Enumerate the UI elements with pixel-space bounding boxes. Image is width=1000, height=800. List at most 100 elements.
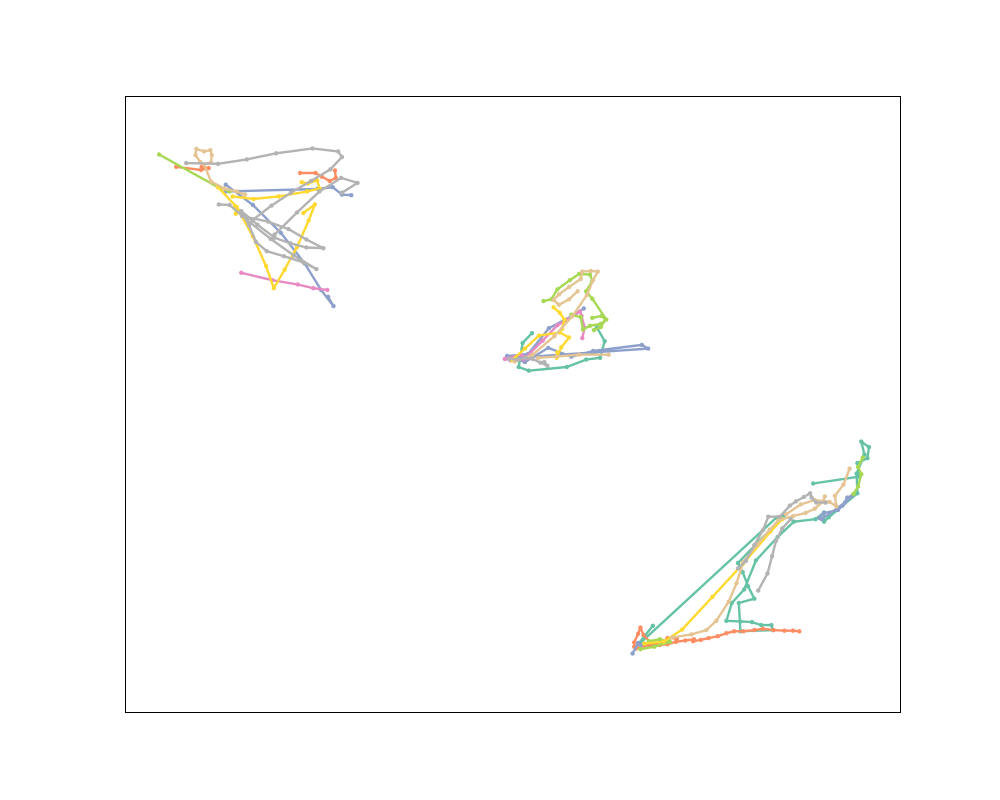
data-point xyxy=(769,554,775,559)
data-point xyxy=(841,482,846,487)
data-point xyxy=(239,270,244,275)
data-point xyxy=(321,246,326,251)
data-point xyxy=(809,495,814,500)
data-point xyxy=(597,355,603,360)
data-point xyxy=(690,639,696,644)
data-point xyxy=(317,189,322,194)
data-point xyxy=(567,278,572,283)
data-point xyxy=(239,213,245,219)
data-point xyxy=(639,342,645,348)
data-point xyxy=(312,202,318,207)
data-point xyxy=(710,594,715,599)
data-point xyxy=(645,346,651,351)
data-point xyxy=(738,619,743,624)
data-point xyxy=(314,266,319,272)
data-point xyxy=(578,314,583,320)
data-point xyxy=(847,466,852,471)
data-point xyxy=(255,222,260,227)
data-point xyxy=(308,178,314,184)
data-point xyxy=(540,338,545,343)
series-line xyxy=(784,467,851,516)
data-point xyxy=(250,202,256,208)
data-point xyxy=(584,292,590,298)
data-point xyxy=(855,484,861,489)
data-point xyxy=(599,313,604,319)
data-point xyxy=(680,627,685,632)
data-point xyxy=(536,333,542,338)
data-point xyxy=(859,439,864,444)
data-point xyxy=(578,276,583,282)
series-37 xyxy=(756,517,793,593)
data-point xyxy=(555,287,560,292)
data-point xyxy=(266,219,271,224)
data-point xyxy=(814,500,819,505)
data-point xyxy=(590,296,595,301)
data-point xyxy=(310,146,315,151)
data-point xyxy=(295,282,300,287)
data-point xyxy=(576,271,582,277)
data-point xyxy=(603,317,608,322)
data-point xyxy=(859,472,864,477)
data-point xyxy=(194,146,199,152)
series-line xyxy=(536,353,610,359)
data-point xyxy=(251,196,256,202)
data-point xyxy=(580,327,586,332)
data-point xyxy=(246,223,252,228)
series-34 xyxy=(272,175,360,237)
data-point xyxy=(555,350,560,355)
data-point xyxy=(760,626,765,631)
data-point xyxy=(244,157,249,162)
data-point xyxy=(724,618,729,623)
data-point xyxy=(269,203,274,208)
data-point xyxy=(349,193,354,198)
data-point xyxy=(253,239,259,245)
data-point xyxy=(215,161,221,166)
data-point xyxy=(630,651,635,656)
data-point xyxy=(551,297,556,303)
data-point xyxy=(661,639,666,644)
data-point xyxy=(502,356,507,362)
data-point xyxy=(788,517,793,522)
data-point xyxy=(276,194,281,199)
data-point xyxy=(767,527,772,532)
data-point xyxy=(865,456,870,461)
data-point xyxy=(860,455,865,460)
data-point xyxy=(291,253,297,258)
data-point xyxy=(272,235,277,240)
data-point xyxy=(332,168,338,173)
plot-area xyxy=(156,146,872,656)
data-point xyxy=(715,634,721,639)
data-point xyxy=(851,491,856,497)
data-point xyxy=(339,154,345,160)
data-point xyxy=(714,618,719,623)
data-point xyxy=(576,352,582,357)
data-point xyxy=(776,518,781,523)
data-point xyxy=(555,323,560,328)
data-point xyxy=(642,641,647,646)
data-point xyxy=(556,292,562,297)
data-point xyxy=(790,628,796,633)
series-30 xyxy=(512,268,600,364)
data-point xyxy=(331,303,336,309)
series-line xyxy=(216,185,317,290)
data-point xyxy=(698,637,703,643)
data-point xyxy=(726,599,731,604)
series-29 xyxy=(535,352,611,360)
data-point xyxy=(264,249,269,254)
data-point xyxy=(638,625,643,630)
data-point xyxy=(523,355,528,360)
data-point xyxy=(583,357,589,362)
series-4 xyxy=(297,168,338,184)
data-point xyxy=(208,148,213,153)
data-point xyxy=(313,170,318,176)
data-point xyxy=(791,519,796,524)
data-point xyxy=(327,178,332,184)
data-point xyxy=(208,179,214,184)
data-point xyxy=(263,263,269,269)
data-point xyxy=(743,558,748,564)
data-point xyxy=(780,526,785,531)
data-point xyxy=(845,495,850,500)
data-point xyxy=(638,647,643,652)
data-point xyxy=(598,324,603,330)
series-35 xyxy=(507,355,550,368)
